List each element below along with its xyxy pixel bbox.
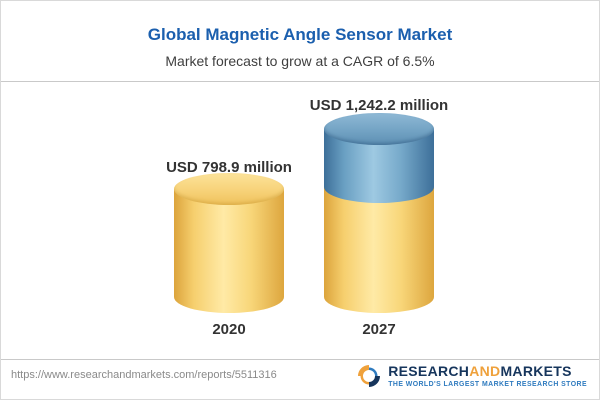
report-url: https://www.researchandmarkets.com/repor… xyxy=(11,369,277,381)
bar-2027-base-segment xyxy=(324,185,434,313)
bar-2027-cylinder xyxy=(324,113,434,313)
chart-subtitle: Market forecast to grow at a CAGR of 6.5… xyxy=(165,53,435,69)
brand-text-block: RESEARCHANDMARKETS THE WORLD'S LARGEST M… xyxy=(388,362,587,389)
research-and-markets-logo: RESEARCHANDMARKETS THE WORLD'S LARGEST M… xyxy=(356,363,587,389)
bar-2020-body xyxy=(174,189,284,313)
header-divider xyxy=(1,81,599,82)
value-label-2020: USD 798.9 million xyxy=(166,159,292,176)
brand-tagline: THE WORLD'S LARGEST MARKET RESEARCH STOR… xyxy=(388,381,587,389)
brand-word-research: RESEARCH xyxy=(388,362,470,379)
category-label-2020: 2020 xyxy=(212,321,246,338)
brand-name: RESEARCHANDMARKETS xyxy=(388,362,587,379)
footer-divider xyxy=(1,359,599,360)
brand-globe-icon xyxy=(358,365,381,387)
value-label-2027: USD 1,242.2 million xyxy=(309,97,449,114)
brand-word-markets: MARKETS xyxy=(500,362,572,379)
chart-title: Global Magnetic Angle Sensor Market xyxy=(147,25,453,44)
brand-word-and: AND xyxy=(469,362,501,379)
bar-2027-top-cap xyxy=(324,113,434,145)
bar-2020-top-cap xyxy=(174,173,284,205)
category-label-2027: 2027 xyxy=(362,321,396,338)
bar-2020-cylinder xyxy=(174,173,284,313)
